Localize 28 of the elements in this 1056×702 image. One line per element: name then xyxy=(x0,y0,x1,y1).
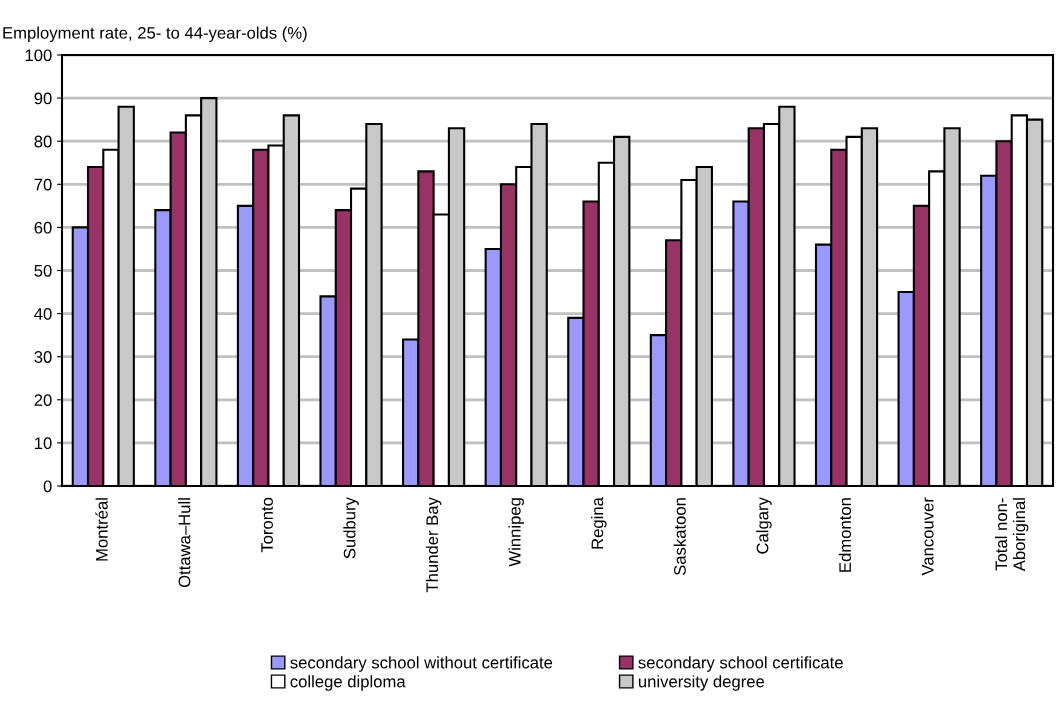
y-tick-label: 20 xyxy=(34,394,52,406)
y-tick-label: 0 xyxy=(43,480,52,493)
x-tick-label: Calgary xyxy=(756,497,772,554)
x-tick-label: Vancouver xyxy=(921,497,934,576)
y-tick-label: 40 xyxy=(34,308,52,320)
y-tick-label: 30 xyxy=(34,351,52,363)
y-axis-title: Employment rate, 25- to 44-year-olds (%) xyxy=(3,26,307,43)
x-tick-label: Sudbury xyxy=(343,497,359,559)
x-tick-label: Total non- Aboriginal xyxy=(994,498,1029,572)
y-tick-label: 60 xyxy=(34,221,52,234)
y-tick-label: 10 xyxy=(35,437,52,450)
x-tick-label: Regina xyxy=(591,497,607,549)
x-tick-label: Toronto xyxy=(261,497,273,553)
x-tick-label: Winnipeg xyxy=(508,498,524,567)
legend-label: college diploma xyxy=(290,675,406,691)
y-tick-label: 100 xyxy=(25,49,52,62)
legend-label: university degree xyxy=(638,675,765,691)
x-tick-label: Saskatoon xyxy=(673,498,686,576)
x-tick-label: Thunder Bay xyxy=(425,497,442,593)
x-tick-label: Ottawa–Hull xyxy=(178,498,191,588)
y-tick-label: 70 xyxy=(34,178,52,191)
y-tick-label: 80 xyxy=(34,135,52,148)
x-tick-label: Edmonton xyxy=(838,498,852,572)
legend-label: secondary school certificate xyxy=(638,656,843,672)
y-tick-label: 50 xyxy=(34,264,52,277)
y-tick-label: 90 xyxy=(34,92,52,105)
x-tick-label: Montréal xyxy=(95,498,108,561)
legend-label: secondary school without certificate xyxy=(290,656,553,672)
